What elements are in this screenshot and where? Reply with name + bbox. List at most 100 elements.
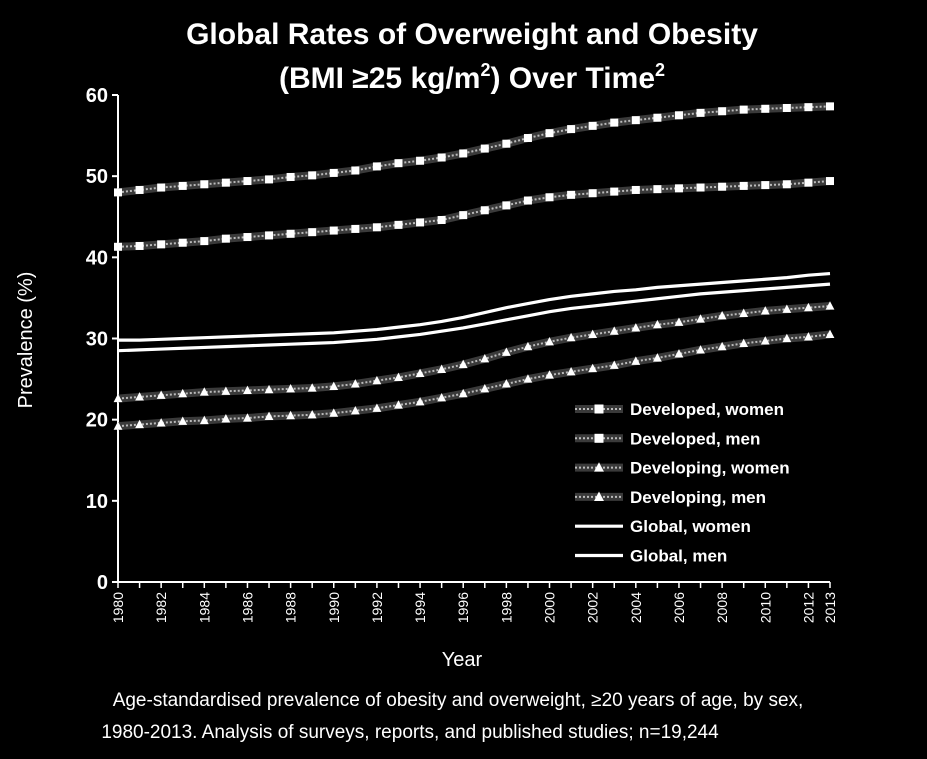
legend-item: Global, women [575,517,751,536]
data-point [523,341,533,351]
data-point [415,397,425,406]
data-point [437,392,447,402]
x-tick-label: 1990 [326,592,342,623]
y-tick-label: 40 [86,247,108,269]
data-point [545,129,554,138]
caption-line-2: 1980-2013. Analysis of surveys, reports,… [101,722,719,743]
data-point [652,319,662,329]
x-tick-label: 1992 [369,592,385,623]
data-point [114,242,122,251]
series-layer [113,102,835,431]
x-tick-label: 2010 [757,592,773,623]
x-tick-labels: 1980 1982 1984 1986 1988 1990 1992 1994 1996 1998… [110,592,838,623]
x-tick-label: 1998 [498,592,514,623]
series-line [117,305,831,400]
data-point [761,104,770,113]
data-point [610,187,619,196]
data-point [782,304,792,313]
legend-label: Global, women [630,517,751,536]
data-point [631,323,641,332]
data-point [437,215,446,224]
data-point [804,332,813,341]
data-point [674,349,684,358]
data-point [221,414,231,423]
x-tick-label: 1996 [455,592,471,623]
data-point [286,410,296,420]
data-point [200,237,209,246]
data-point [372,162,381,171]
data-point [545,336,554,346]
data-point [329,168,338,177]
data-point [178,181,187,190]
x-tick-label: 2004 [628,592,644,623]
data-point [588,121,597,130]
legend-item: Global, men [575,547,727,566]
data-point [458,359,468,369]
data-point [761,181,770,190]
legend-label: Developed, men [630,429,760,448]
data-point [674,317,684,326]
data-point [588,363,598,373]
data-point [308,171,317,180]
y-tick-labels: 0 10 20 30 40 50 60 [86,85,108,594]
data-point [113,421,123,430]
data-point [350,405,360,415]
data-point [825,329,835,339]
data-point [459,149,468,158]
data-point [523,374,533,383]
series-developing-women [113,301,835,403]
data-point [243,385,252,395]
chart-title: Global Rates of Overweight and Obesity [186,18,758,51]
y-tick-label: 10 [86,491,108,513]
series-line-band [117,102,831,197]
x-tick-label: 2006 [671,592,687,623]
data-point [782,103,791,112]
data-point [243,233,252,242]
data-point [394,400,403,409]
x-tick-label: 1980 [110,592,126,623]
data-point [114,188,122,197]
data-point [264,384,274,394]
data-point [826,177,834,186]
data-point [221,178,230,187]
legend-label: Developing, women [630,459,790,478]
x-tick-label: 1984 [196,592,212,623]
data-point [594,404,604,414]
data-point [696,345,705,354]
data-point [459,211,468,220]
y-tick-label: 20 [86,410,108,432]
legend-item: Developing, women [575,459,790,478]
data-point [394,159,403,168]
subtitle-ref: 2 [655,60,665,80]
data-point [372,403,382,412]
data-point [307,409,317,419]
data-point [566,366,576,376]
data-point [416,218,425,227]
data-point [739,338,749,347]
data-point [631,116,640,125]
data-point [718,107,727,116]
data-point [286,384,296,393]
data-point [610,118,619,127]
data-point [308,228,317,237]
data-point [782,333,792,343]
data-point [350,379,360,388]
data-point [329,381,339,390]
data-point [717,310,727,320]
data-point [113,393,123,403]
data-point [588,189,597,198]
data-point [739,181,748,190]
data-point [178,388,188,398]
data-point [696,314,705,323]
data-point [609,360,619,369]
data-point [480,206,489,215]
series-line-band [117,330,831,431]
series-developed-women [114,102,834,197]
data-point [566,332,576,342]
data-point [804,103,813,112]
data-point [567,190,576,199]
data-point [351,224,360,233]
data-point [221,234,230,243]
data-point [199,387,209,396]
